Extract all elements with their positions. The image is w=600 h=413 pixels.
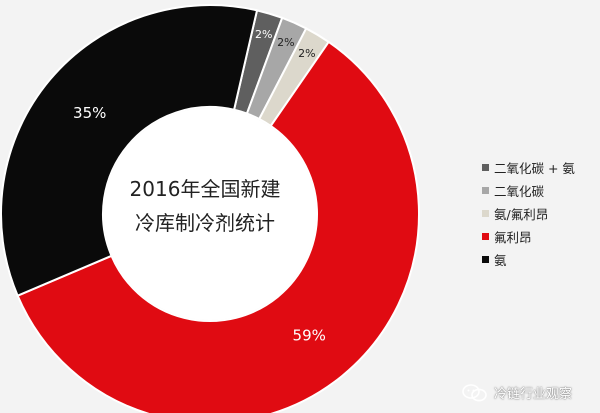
watermark: 冷链行业观察 <box>462 383 572 402</box>
legend-item-co2: 二氧化碳 <box>482 179 575 202</box>
watermark-text: 冷链行业观察 <box>494 387 573 402</box>
legend-swatch <box>482 233 489 240</box>
legend-label: 氨/氟利昂 <box>494 207 549 222</box>
legend-swatch <box>482 164 489 171</box>
legend-label: 二氧化碳 + 氨 <box>494 161 575 176</box>
legend-item-ammonia: 氨 <box>482 248 575 271</box>
wechat-icon <box>462 383 487 401</box>
legend-label: 二氧化碳 <box>494 184 545 199</box>
legend-item-ammonia-freon: 氨/氟利昂 <box>482 202 575 225</box>
legend-item-co2-ammonia: 二氧化碳 + 氨 <box>482 156 575 179</box>
legend-swatch <box>482 210 489 217</box>
legend-label: 氨 <box>494 253 507 268</box>
legend-swatch <box>482 187 489 194</box>
data-label: 2% <box>255 28 272 41</box>
donut-hole <box>104 108 316 320</box>
data-label: 2% <box>277 36 294 49</box>
legend: 二氧化碳 + 氨 二氧化碳 氨/氟利昂 氟利昂 氨 <box>482 156 575 271</box>
legend-label: 氟利昂 <box>494 230 532 245</box>
legend-item-freon: 氟利昂 <box>482 225 575 248</box>
chart-title-line-1: 2016年全国新建 <box>129 177 281 201</box>
data-label: 59% <box>293 327 326 345</box>
chart-title: 2016年全国新建 冷库制冷剂统计 <box>109 172 301 240</box>
legend-swatch <box>482 256 489 263</box>
chart-title-line-2: 冷库制冷剂统计 <box>135 211 275 235</box>
slice-freon <box>16 40 420 413</box>
data-label: 2% <box>298 47 315 60</box>
data-label: 35% <box>73 104 106 122</box>
slice-ammonia <box>0 4 259 297</box>
